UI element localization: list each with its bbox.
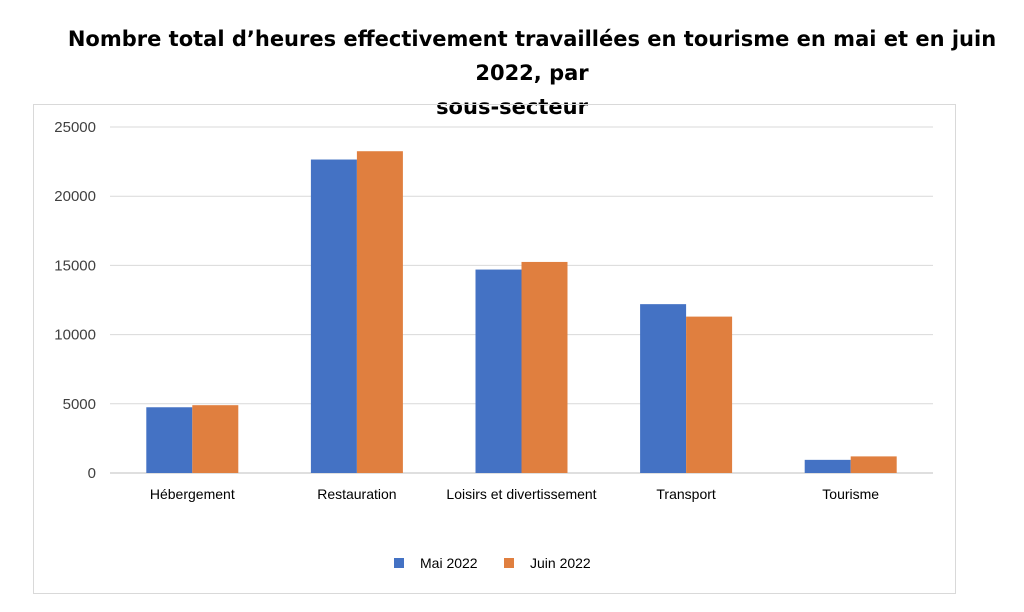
bar-mai-2: [310, 159, 357, 474]
legend-label-1: Mai 2022: [420, 555, 478, 571]
bar-juin-3: [521, 261, 568, 473]
bar-juin-5: [850, 456, 897, 473]
x-category-label-3: Loisirs et divertissement: [446, 486, 596, 502]
y-tick-label-25000: 25000: [54, 119, 96, 136]
y-tick-label-5000: 5000: [63, 396, 96, 413]
legend-swatch-1: [394, 558, 404, 568]
bar-mai-3: [475, 269, 522, 473]
chart-title-line-1: Nombre total d’heures effectivement trav…: [67, 27, 997, 85]
y-tick-label-10000: 10000: [54, 327, 96, 344]
y-tick-label-0: 0: [88, 465, 96, 482]
chart-frame: [33, 104, 956, 594]
y-tick-label-15000: 15000: [54, 257, 96, 274]
x-category-label-4: Transport: [656, 486, 716, 502]
chart-title-line-2: sous-secteur: [436, 95, 588, 119]
bar-juin-4: [686, 316, 733, 473]
bar-juin-2: [356, 151, 403, 473]
x-category-label-1: Hébergement: [150, 486, 235, 502]
chart-title: Nombre total d’heures effectivement trav…: [0, 22, 1024, 124]
x-category-label-2: Restauration: [317, 486, 396, 502]
legend-label-2: Juin 2022: [530, 555, 591, 571]
legend-swatch-2: [504, 558, 514, 568]
y-tick-label-20000: 20000: [54, 188, 96, 205]
x-category-label-5: Tourisme: [822, 486, 879, 502]
bar-mai-4: [640, 304, 687, 473]
bar-juin-1: [192, 405, 239, 473]
bar-mai-5: [804, 459, 851, 473]
bar-mai-1: [146, 407, 193, 473]
